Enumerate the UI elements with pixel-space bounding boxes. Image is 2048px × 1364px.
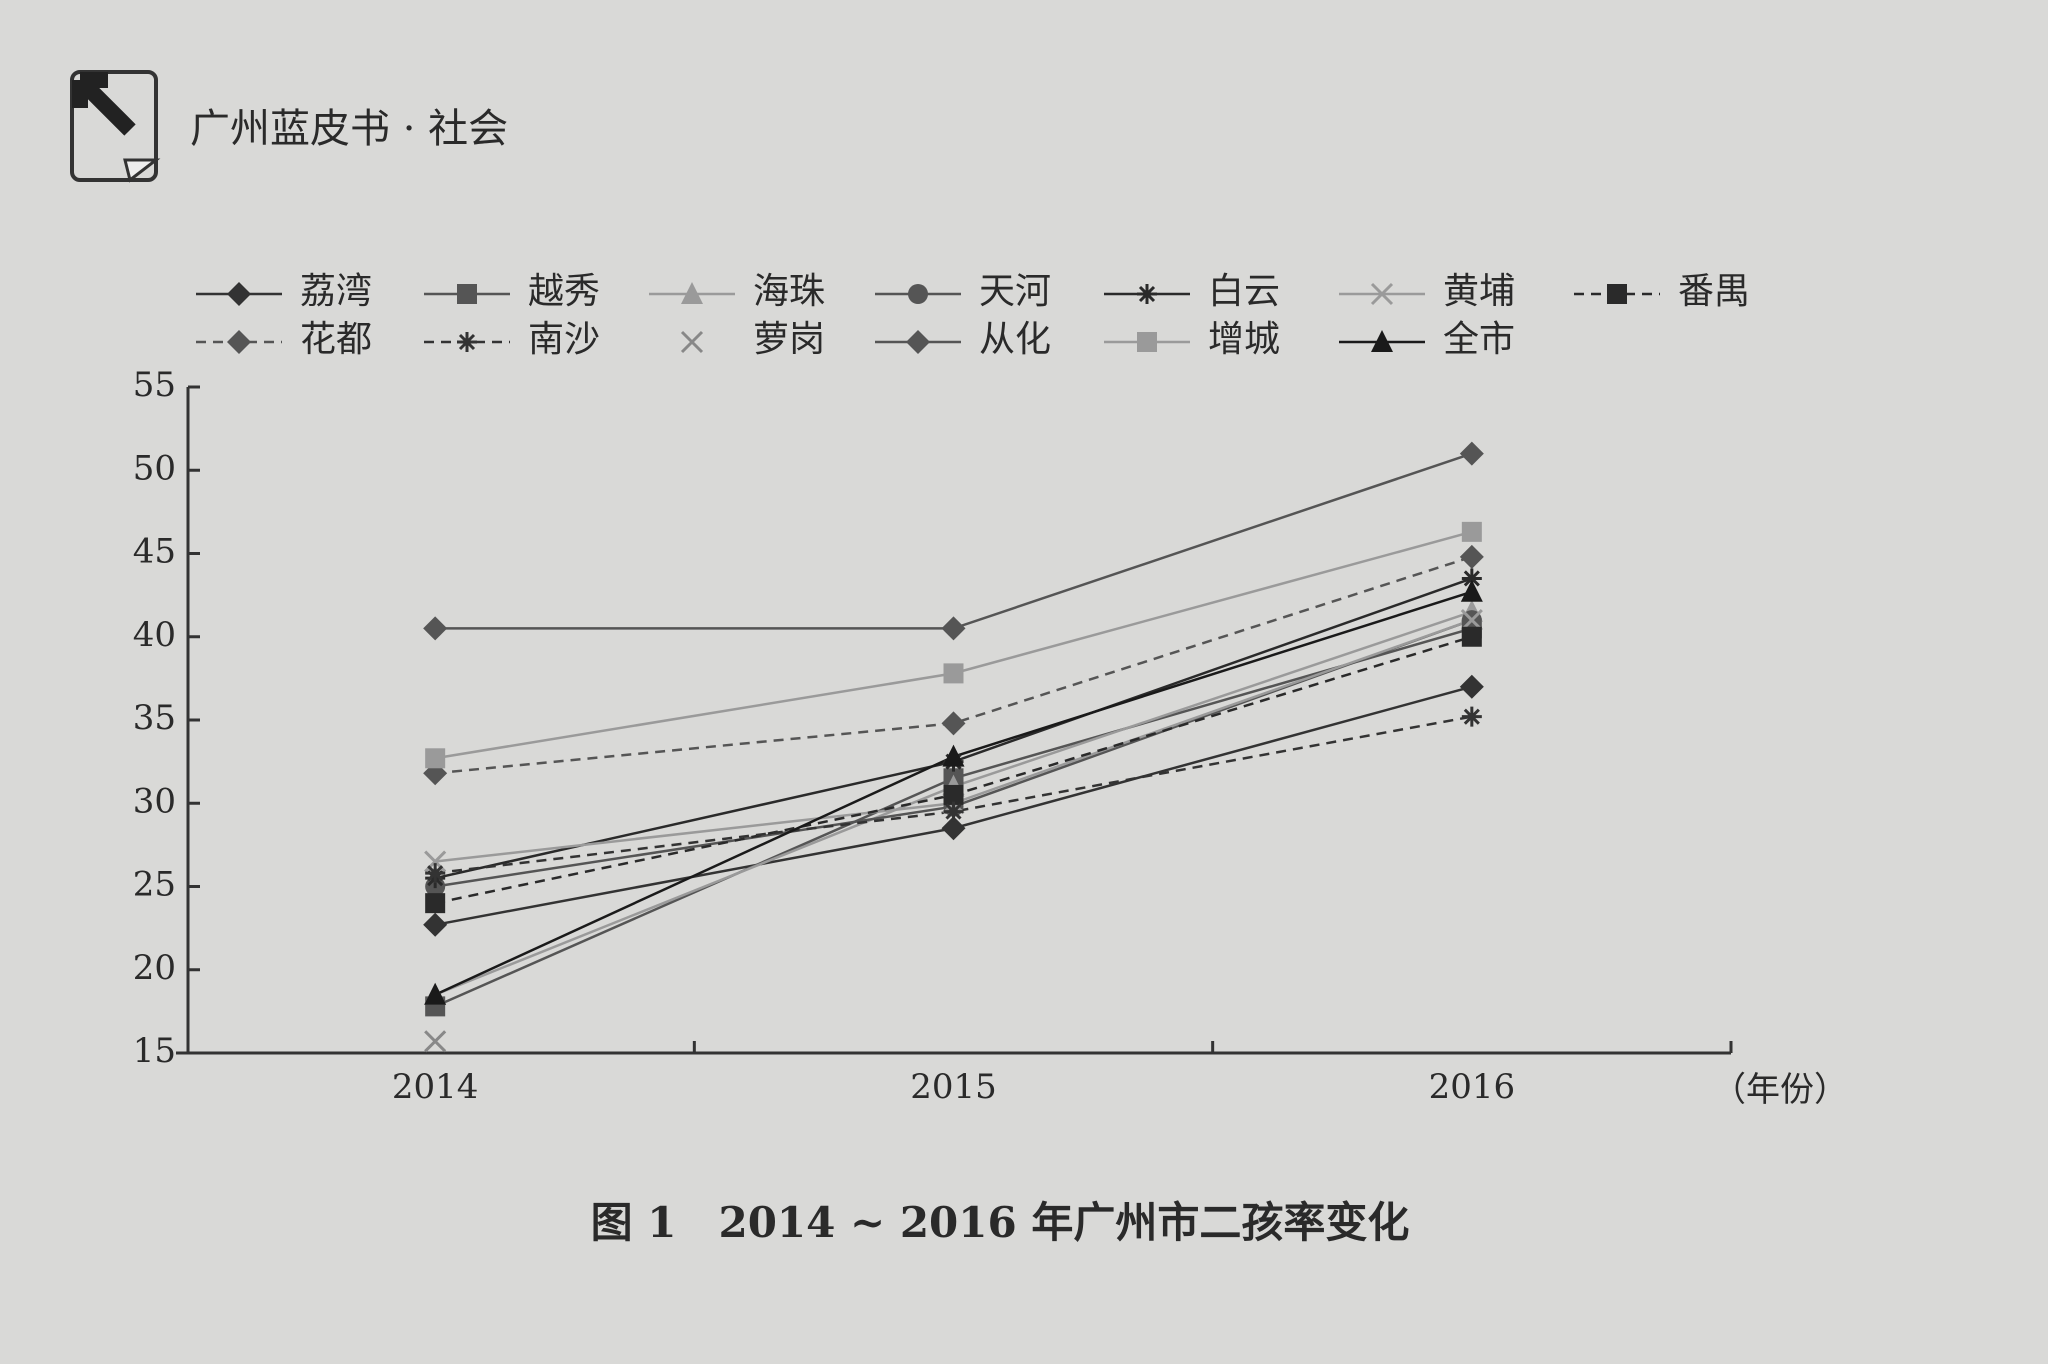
legend-label: 荔湾: [300, 271, 372, 312]
marker: [1461, 568, 1482, 589]
marker: [941, 711, 966, 736]
legend-label: 番禺: [1678, 271, 1750, 312]
legend-label: 南沙: [528, 319, 600, 360]
legend-item: 黄埔: [1339, 271, 1515, 312]
x-axis-label: （年份）: [1712, 1070, 1848, 1110]
marker: [424, 1030, 447, 1053]
legend-marker: [1371, 330, 1393, 352]
marker: [1459, 544, 1484, 569]
legend-label: 花都: [300, 319, 372, 360]
x-tick-label: 2015: [910, 1067, 997, 1107]
marker: [1459, 674, 1484, 699]
legend-item: 天河: [875, 271, 1051, 312]
legend-marker: [1137, 284, 1157, 304]
legend-label: 天河: [979, 271, 1051, 312]
marker: [943, 801, 964, 822]
legend-item: 萝岗: [680, 319, 825, 360]
marker: [423, 616, 448, 641]
legend-marker: [227, 330, 251, 354]
legend-marker: [227, 282, 251, 306]
marker: [1459, 441, 1484, 466]
marker: [423, 912, 448, 937]
series-line: [435, 555, 1473, 775]
legend-marker: [680, 330, 704, 354]
legend-item: 越秀: [424, 271, 600, 312]
chart-title: 图 1 2014 ~ 2016 年广州市二孩率变化: [591, 1198, 1410, 1247]
x-tick-label: 2014: [392, 1067, 479, 1107]
y-tick-label: 55: [133, 365, 176, 405]
marker: [941, 616, 966, 641]
legend-marker: [1370, 282, 1394, 306]
marker: [943, 663, 964, 684]
y-tick-label: 40: [133, 615, 176, 655]
marker: [942, 744, 965, 767]
header-icon: [70, 70, 161, 183]
marker: [943, 784, 964, 805]
legend-item: 海珠: [649, 271, 825, 312]
legend-item: 南沙: [424, 319, 600, 360]
marker: [425, 863, 446, 884]
legend-label: 全市: [1443, 319, 1515, 360]
marker: [424, 982, 447, 1005]
legend-marker: [906, 330, 930, 354]
x-tick-label: 2016: [1429, 1067, 1516, 1107]
marker: [1461, 521, 1482, 542]
legend-marker: [457, 284, 477, 304]
header-title: 广州蓝皮书 · 社会: [190, 106, 508, 152]
legend-item: 从化: [875, 319, 1051, 360]
marker: [425, 748, 446, 769]
legend-item: 荔湾: [196, 271, 372, 312]
y-tick-label: 45: [133, 532, 176, 572]
legend-label: 增城: [1208, 319, 1280, 360]
legend-label: 白云: [1208, 271, 1280, 312]
legend-item: 全市: [1339, 319, 1515, 360]
marker: [1461, 626, 1482, 647]
legend-marker: [457, 332, 477, 352]
y-tick-label: 25: [133, 865, 176, 905]
legend-item: 花都: [196, 319, 372, 360]
legend-marker: [908, 284, 928, 304]
legend-label: 海珠: [753, 271, 825, 312]
legend-item: 番禺: [1574, 271, 1750, 312]
y-tick-label: 15: [133, 1031, 176, 1071]
legend-label: 从化: [979, 319, 1051, 360]
legend-item: 白云: [1104, 271, 1280, 312]
marker: [1461, 706, 1482, 727]
y-tick-label: 30: [133, 781, 176, 821]
series-line: [435, 715, 1473, 875]
series-line: [435, 452, 1473, 630]
legend-marker: [1607, 284, 1627, 304]
legend-label: 黄埔: [1443, 271, 1515, 312]
legend-marker: [681, 282, 703, 304]
y-tick-label: 20: [133, 948, 176, 988]
legend-label: 萝岗: [753, 319, 825, 360]
legend-marker: [1137, 332, 1157, 352]
marker: [425, 893, 446, 914]
marker: [941, 816, 966, 841]
legend-item: 增城: [1104, 319, 1280, 360]
legend-label: 越秀: [528, 271, 600, 312]
y-tick-label: 35: [133, 698, 176, 738]
marker: [1460, 579, 1483, 602]
y-tick-label: 50: [133, 448, 176, 488]
